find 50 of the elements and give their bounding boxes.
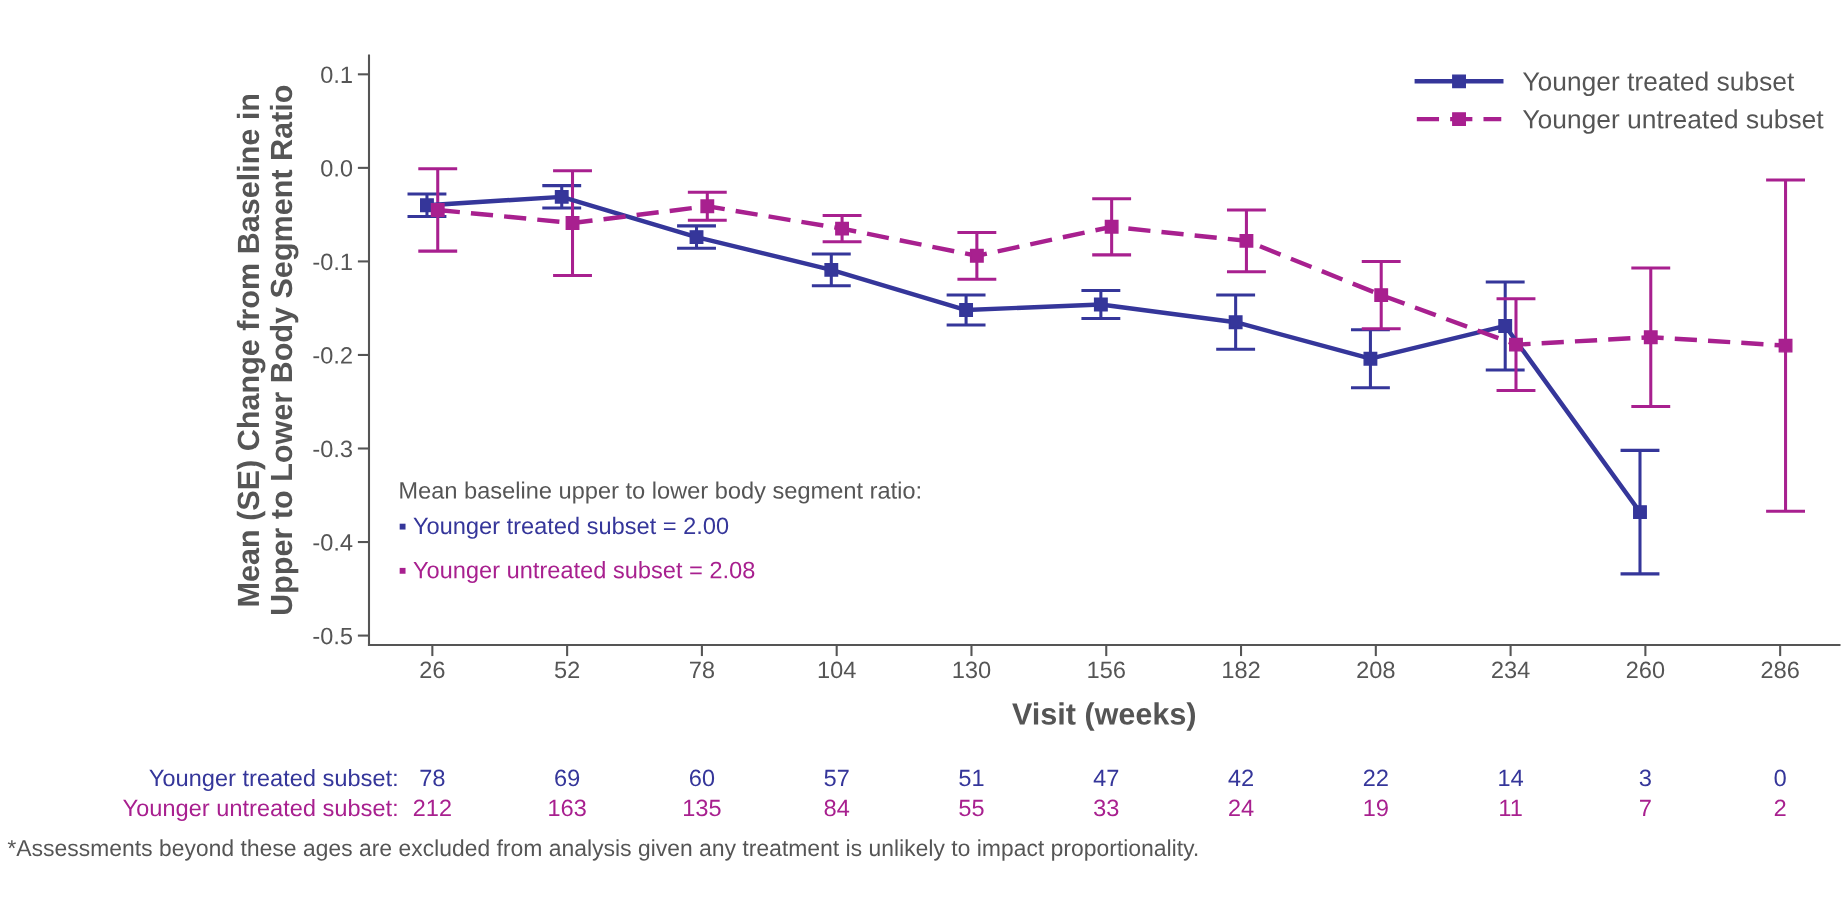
text: 60 — [689, 769, 715, 787]
x-tick-label: 208 — [1357, 661, 1395, 679]
y-tick-label: 0.0 — [321, 159, 353, 177]
text: 55 — [959, 799, 984, 817]
text: 42 — [1228, 769, 1253, 787]
legend-label: Younger treated subset — [1522, 71, 1795, 97]
legend-label: Younger untreated subset — [1522, 109, 1824, 134]
text: 135 — [684, 799, 721, 817]
x-tick-label: 286 — [1761, 661, 1799, 679]
text: 3 — [1639, 769, 1651, 787]
text: 69 — [555, 769, 580, 787]
text: 19 — [1364, 799, 1388, 817]
text: 78 — [420, 769, 445, 787]
x-axis-title: Visit (weeks) — [1012, 702, 1196, 731]
y-tick-label: -0.2 — [313, 347, 352, 364]
y-tick-label: -0.4 — [313, 534, 353, 551]
text: 24 — [1229, 799, 1254, 817]
y-tick-label: -0.1 — [313, 253, 352, 271]
y-axis-title: Mean (SE) Change from Baseline in Upper to Lower Body Segment Ratio — [236, 85, 299, 615]
x-tick-label: 182 — [1223, 661, 1260, 679]
annotation: Mean baseline upper to lower body segment ratio: — [400, 481, 920, 504]
text: 212 — [413, 799, 451, 817]
text: *Assessments beyond these ages are excluded from analysis given any treatment is unlikely to impact proportionality. — [7, 839, 1198, 861]
text: 2 — [1774, 799, 1786, 817]
text: 57 — [824, 769, 849, 787]
text: 14 — [1499, 769, 1524, 787]
text: 84 — [824, 799, 850, 817]
text: 22 — [1363, 769, 1388, 787]
text: Younger treated subset: — [149, 768, 397, 792]
x-tick-label: 234 — [1492, 661, 1530, 679]
y-tick-label: -0.3 — [313, 440, 352, 458]
x-tick-label: 78 — [689, 661, 715, 679]
text: 7 — [1640, 799, 1651, 817]
text: 47 — [1093, 769, 1119, 787]
annotation: ▪ Younger untreated subset = 2.08 — [399, 561, 755, 584]
text: 33 — [1094, 799, 1119, 817]
annotation: ▪ Younger treated subset = 2.00 — [399, 516, 729, 539]
text: 11 — [1500, 799, 1522, 817]
x-tick-label: 260 — [1626, 661, 1665, 679]
x-tick-label: 156 — [1088, 661, 1125, 679]
x-tick-label: 130 — [953, 661, 991, 679]
x-tick-label: 26 — [420, 661, 445, 679]
text: Younger untreated subset: — [123, 798, 397, 821]
text: 0 — [1774, 769, 1786, 787]
x-tick-label: 52 — [554, 661, 580, 679]
text: 51 — [959, 769, 984, 787]
x-tick-label: 104 — [818, 661, 856, 679]
y-tick-label: -0.5 — [313, 627, 353, 645]
text: 163 — [549, 799, 586, 817]
y-tick-label: 0.1 — [321, 66, 352, 84]
